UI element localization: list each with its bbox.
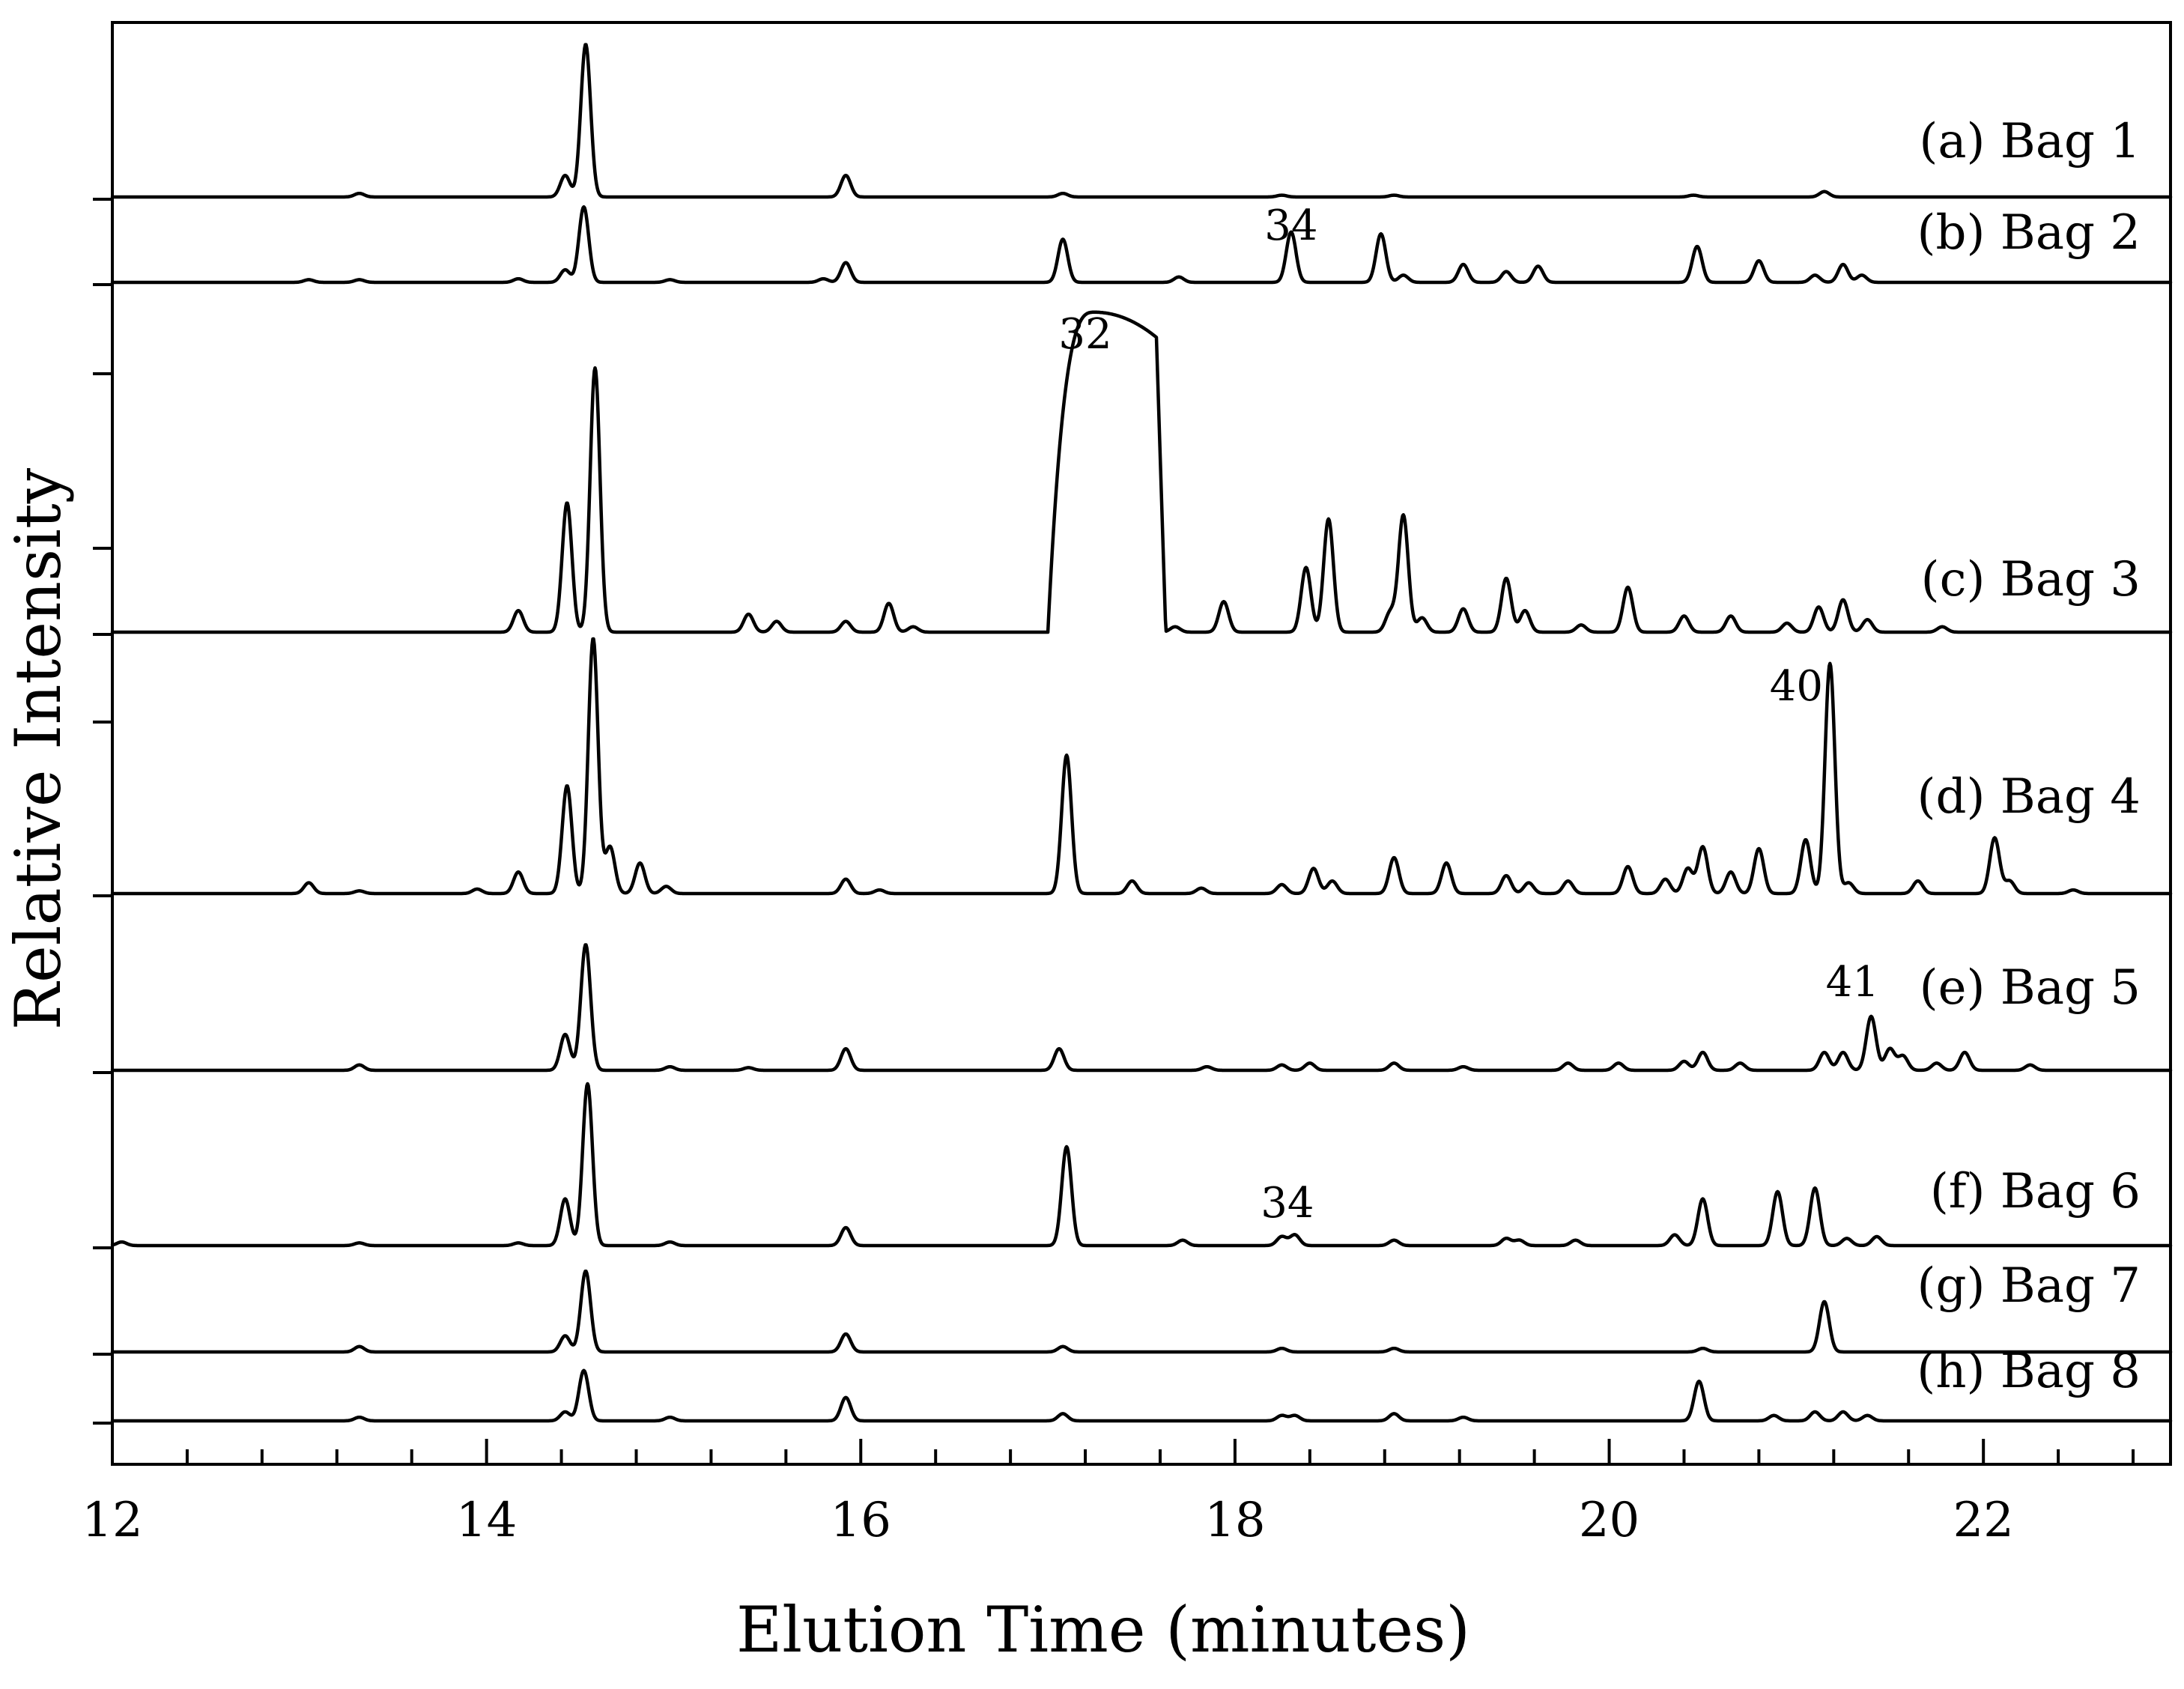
peak-annotation: 41 — [1826, 958, 1879, 1007]
x-axis: 12 14 16 18 20 22 — [82, 1439, 2135, 1548]
x-tick-label: 18 — [1204, 1493, 1265, 1548]
x-tick-label: 20 — [1579, 1493, 1639, 1548]
series-label: (e) Bag 5 — [1920, 960, 2141, 1016]
peak-annotation: 40 — [1770, 662, 1823, 711]
x-tick-label: 16 — [831, 1493, 891, 1548]
x-tick-label: 22 — [1953, 1493, 2013, 1548]
series-label: (h) Bag 8 — [1917, 1344, 2141, 1399]
trace-series-7 — [110, 1270, 2173, 1354]
peak-annotation: 34 — [1261, 1179, 1314, 1228]
series-label: (f) Bag 6 — [1930, 1164, 2141, 1219]
trace-series-6 — [110, 1082, 2173, 1248]
series-label: (g) Bag 7 — [1917, 1258, 2141, 1314]
trace-layer — [110, 43, 2173, 1423]
y-axis-title: Relative Intensity — [1, 467, 75, 1030]
trace-series-5 — [110, 943, 2173, 1073]
trace-series-8 — [110, 1368, 2173, 1423]
series-label: (d) Bag 4 — [1917, 769, 2141, 825]
series-label: (c) Bag 3 — [1921, 552, 2141, 607]
y-axis — [93, 198, 112, 1425]
x-tick-label: 14 — [456, 1493, 517, 1548]
plot-frame — [111, 21, 2172, 1466]
x-tick-label: 12 — [82, 1493, 142, 1548]
x-axis-title: Elution Time (minutes) — [736, 1593, 1470, 1667]
series-label: (b) Bag 2 — [1917, 205, 2141, 261]
label-layer: (a) Bag 1 (b) Bag 2 34 (c) Bag 3 32 (d) Bag 4… — [1058, 114, 2141, 1399]
trace-series-2 — [110, 204, 2173, 285]
plot-border — [111, 21, 2172, 1466]
peak-annotation: 32 — [1058, 310, 1111, 359]
peak-annotation: 34 — [1264, 201, 1317, 250]
trace-series-3 — [110, 310, 2173, 634]
trace-series-1 — [110, 43, 2173, 199]
series-label: (a) Bag 1 — [1919, 114, 2141, 169]
trace-series-4 — [110, 637, 2173, 896]
